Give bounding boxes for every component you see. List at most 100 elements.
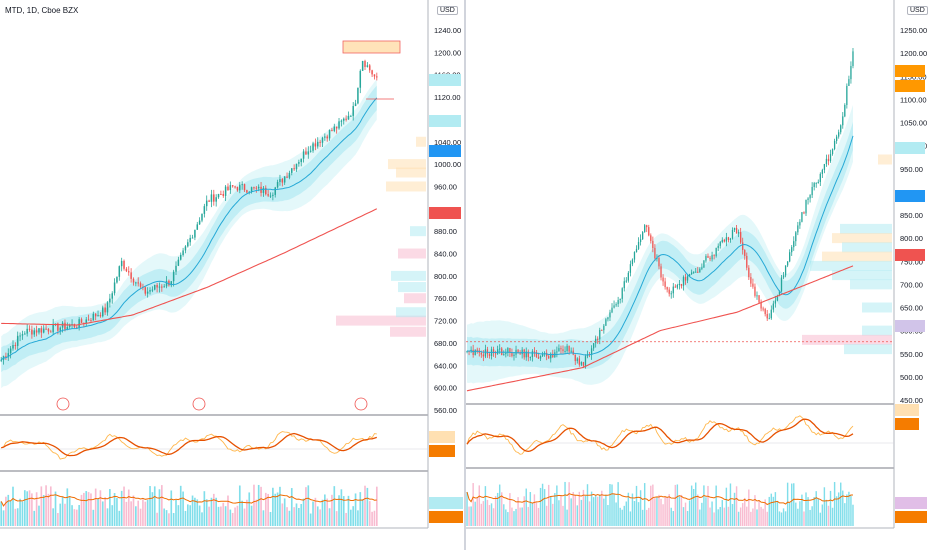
volume-bar bbox=[664, 496, 666, 526]
candle-body bbox=[35, 330, 38, 333]
candle-body bbox=[658, 258, 660, 267]
volume-bar bbox=[731, 504, 734, 526]
volume-bar bbox=[603, 498, 605, 526]
currency-label[interactable]: USD bbox=[437, 6, 458, 15]
candle-body bbox=[102, 307, 104, 317]
volume-bar bbox=[113, 493, 116, 526]
volume-bar bbox=[621, 509, 623, 526]
candle-body bbox=[283, 176, 286, 183]
candle-body bbox=[28, 328, 31, 330]
volume-bar bbox=[246, 499, 248, 526]
candle-body bbox=[811, 186, 813, 196]
volume-bar bbox=[2, 510, 5, 526]
candle-body bbox=[57, 323, 59, 331]
volume-bar bbox=[47, 493, 50, 526]
volume-bar bbox=[224, 506, 227, 526]
price-badge bbox=[895, 249, 925, 261]
oscillator-badge bbox=[429, 445, 455, 457]
volume-bar bbox=[484, 486, 487, 526]
volume-bar bbox=[68, 497, 71, 526]
candle-body bbox=[523, 349, 525, 358]
candle-body bbox=[517, 349, 519, 354]
candle-body bbox=[537, 356, 540, 359]
volume-bar bbox=[772, 496, 775, 526]
right-chart-canvas[interactable]: 1250.001200.001150.001100.001050.001000.… bbox=[466, 0, 932, 550]
volume-bar bbox=[580, 499, 583, 526]
candle-body bbox=[815, 182, 817, 184]
candle-body bbox=[562, 349, 564, 352]
pane-divider[interactable] bbox=[464, 0, 466, 550]
candle-body bbox=[347, 115, 350, 120]
volume-bar bbox=[705, 497, 707, 526]
left-chart-canvas[interactable]: 1240.001200.001160.001120.001080.001040.… bbox=[0, 0, 464, 550]
candle-body bbox=[300, 158, 302, 163]
volume-bar bbox=[132, 495, 135, 526]
candle-body bbox=[175, 265, 177, 272]
price-axis-tick: 1040.00 bbox=[434, 138, 461, 147]
earnings-marker bbox=[354, 397, 368, 411]
volume-bar bbox=[715, 485, 717, 526]
volume-badge bbox=[895, 511, 927, 523]
volume-bar bbox=[127, 489, 130, 526]
volume-bar bbox=[257, 484, 260, 526]
candle-body bbox=[272, 194, 274, 196]
volume-bar bbox=[564, 481, 566, 526]
volume-bar bbox=[582, 489, 585, 526]
candle-body bbox=[253, 187, 255, 189]
candle-body bbox=[768, 318, 770, 320]
candle-body bbox=[650, 235, 652, 241]
volume-bar bbox=[64, 503, 66, 526]
volume-bar bbox=[373, 510, 376, 526]
candle-body bbox=[227, 186, 229, 191]
volume-profile-bar bbox=[844, 344, 892, 355]
volume-bar bbox=[231, 512, 234, 526]
right-chart-pane[interactable]: USD 1250.001200.001150.001100.001050.001… bbox=[466, 0, 932, 550]
candle-body bbox=[274, 187, 276, 195]
volume-bar bbox=[531, 503, 534, 526]
volume-bar bbox=[333, 486, 336, 526]
candle-body bbox=[215, 197, 217, 202]
candle-body bbox=[298, 162, 300, 164]
volume-bar bbox=[517, 497, 519, 526]
volume-bar bbox=[49, 486, 52, 526]
candle-body bbox=[850, 66, 852, 80]
volume-bar bbox=[290, 488, 293, 526]
candle-body bbox=[576, 358, 578, 362]
candle-body bbox=[371, 70, 373, 75]
currency-label-right[interactable]: USD bbox=[907, 6, 928, 15]
volume-bar bbox=[139, 508, 142, 526]
candle-body bbox=[73, 324, 76, 328]
candle-body bbox=[231, 185, 234, 187]
volume-bar bbox=[840, 482, 842, 526]
candle-body bbox=[670, 293, 672, 295]
volume-bar bbox=[770, 493, 773, 526]
candle-body bbox=[662, 277, 664, 282]
volume-bar bbox=[570, 498, 572, 526]
candle-body bbox=[525, 351, 527, 358]
candle-body bbox=[68, 325, 71, 327]
candle-body bbox=[541, 353, 544, 357]
price-axis-tick: 840.00 bbox=[434, 250, 457, 259]
volume-bar bbox=[588, 501, 591, 526]
volume-bar bbox=[780, 512, 783, 526]
volume-bar bbox=[639, 490, 642, 526]
volume-bar bbox=[846, 494, 848, 526]
candle-body bbox=[831, 149, 834, 155]
volume-bar bbox=[470, 506, 472, 526]
volume-bar bbox=[359, 492, 362, 526]
volume-bar bbox=[717, 509, 719, 526]
volume-bar bbox=[80, 494, 83, 526]
candle-body bbox=[760, 302, 762, 309]
left-chart-pane[interactable]: MTD, 1D, Cboe BZX USD 1240.001200.001160… bbox=[0, 0, 464, 550]
volume-bar bbox=[142, 499, 144, 526]
candle-body bbox=[276, 182, 279, 188]
volume-bar bbox=[476, 497, 478, 526]
volume-bar bbox=[503, 504, 505, 526]
target-zone-box bbox=[342, 40, 401, 54]
volume-bar bbox=[744, 497, 746, 526]
volume-profile-bar bbox=[822, 251, 892, 262]
candle-body bbox=[623, 281, 625, 289]
candle-body bbox=[7, 353, 10, 358]
volume-bar bbox=[652, 484, 654, 526]
candle-body bbox=[844, 104, 846, 117]
